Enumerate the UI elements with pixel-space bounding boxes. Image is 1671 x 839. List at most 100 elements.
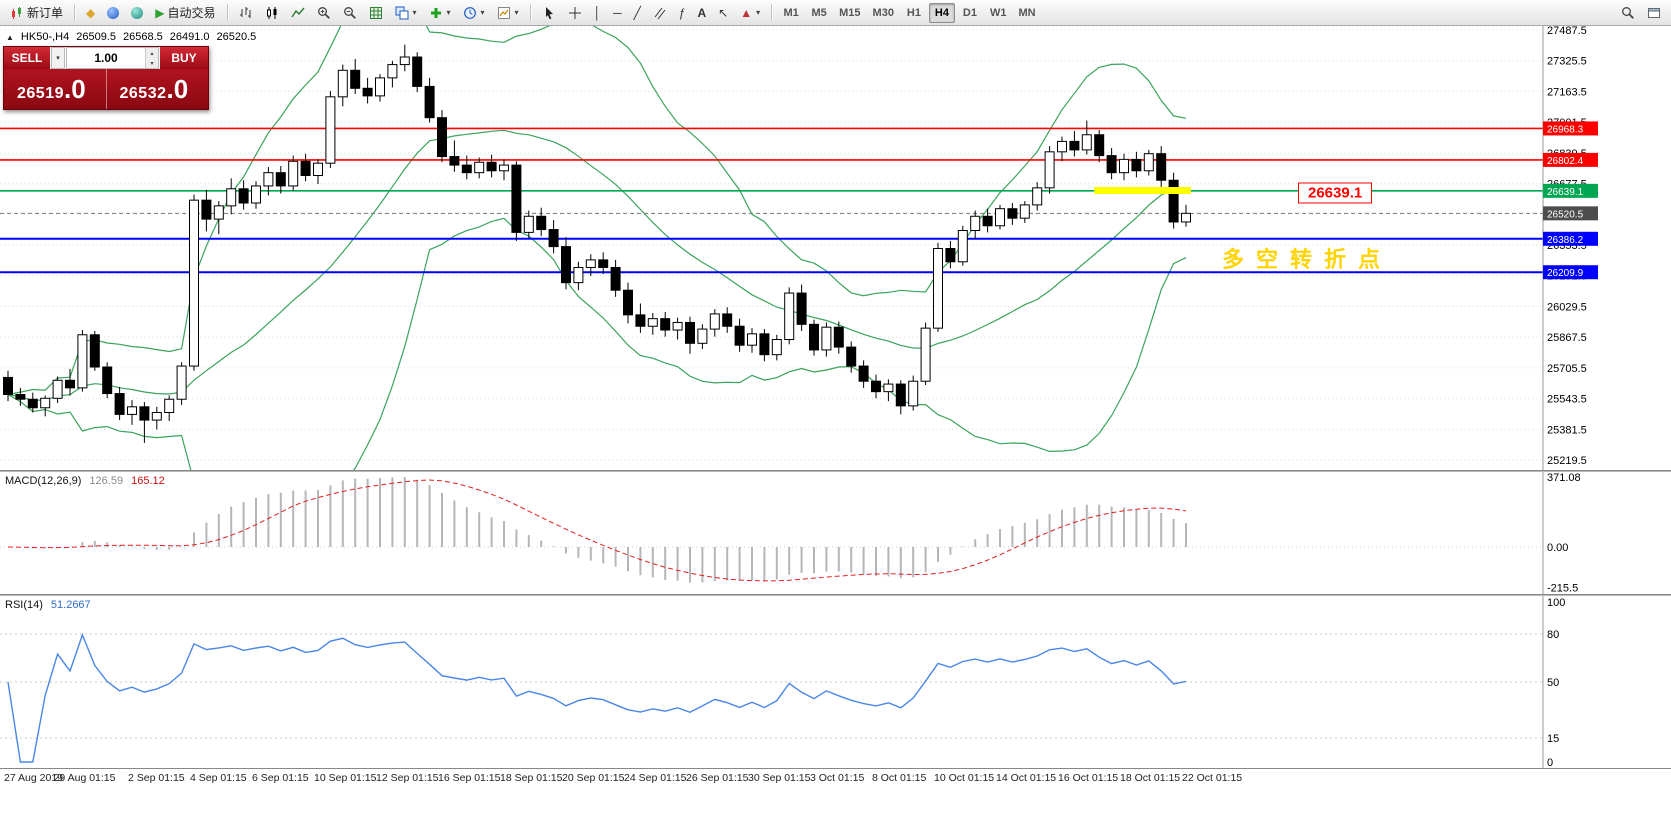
- chevron-down-icon: ▾: [412, 8, 417, 17]
- timeframe-mn-button[interactable]: MN: [1018, 6, 1036, 19]
- blue-sphere-button[interactable]: [102, 3, 124, 23]
- new-order-icon: [12, 6, 21, 19]
- one-click-trading-panel: SELL ▾ ▴ ▾ BUY 26519 .0 26532 .0: [3, 46, 209, 110]
- rsi-canvas[interactable]: 100 80 50 15 0: [0, 596, 1671, 768]
- periods-button[interactable]: ▾: [458, 3, 490, 23]
- templates-button[interactable]: ▾: [492, 3, 524, 23]
- svg-text:25867.5: 25867.5: [1547, 332, 1587, 344]
- channel-button[interactable]: [648, 3, 672, 23]
- time-axis-label: 30 Sep 01:15: [748, 772, 811, 784]
- shapes-button[interactable]: ▲ ▾: [735, 3, 765, 23]
- svg-text:27163.5: 27163.5: [1547, 86, 1587, 98]
- svg-text:26029.5: 26029.5: [1547, 301, 1587, 313]
- time-axis-label: 10 Oct 01:15: [934, 772, 995, 784]
- line-chart-button[interactable]: [286, 3, 310, 23]
- toolbar-separator: [529, 4, 531, 21]
- panel-separator[interactable]: [0, 594, 1671, 596]
- autotrading-label: 自动交易: [167, 6, 216, 20]
- indicators-button[interactable]: ▾: [424, 3, 456, 23]
- timeframe-m30-button[interactable]: M30: [872, 6, 894, 19]
- rsi-value: 51.2667: [50, 599, 91, 611]
- panel-separator[interactable]: [0, 470, 1671, 472]
- arrow-tool-icon: ↖: [718, 5, 729, 20]
- chevron-down-icon: ▾: [446, 8, 451, 17]
- horizontal-line-icon: ─: [613, 5, 622, 20]
- time-axis-label: 24 Sep 01:15: [624, 772, 687, 784]
- time-axis-label: 14 Oct 01:15: [996, 772, 1057, 784]
- horizontal-line-button[interactable]: ─: [608, 3, 627, 23]
- time-axis-label: 16 Oct 01:15: [1058, 772, 1119, 784]
- macd-canvas[interactable]: 371.08 0.00 -215.5: [0, 472, 1671, 594]
- trade-panel-collapse-icon[interactable]: ▲: [6, 32, 14, 42]
- trade-buttons-row: SELL ▾ ▴ ▾ BUY: [4, 47, 208, 69]
- svg-text:0: 0: [1547, 757, 1553, 768]
- vertical-line-button[interactable]: │: [589, 3, 607, 23]
- bar-chart-icon: [239, 6, 250, 18]
- svg-text:100: 100: [1547, 597, 1565, 609]
- crosshair-button[interactable]: [563, 3, 587, 23]
- timeframe-m1-button[interactable]: M1: [783, 6, 799, 19]
- time-axis-label: 10 Sep 01:15: [314, 772, 377, 784]
- buy-button[interactable]: BUY: [160, 47, 208, 69]
- line-chart-icon: [290, 7, 305, 17]
- window-button[interactable]: [1642, 3, 1666, 23]
- order-options-caret[interactable]: ▾: [51, 47, 65, 69]
- timeframe-m5-button[interactable]: M5: [811, 6, 827, 19]
- search-icon: [1622, 6, 1634, 19]
- text-tool-button[interactable]: A: [693, 3, 712, 23]
- fibonacci-icon: ƒ: [678, 5, 686, 20]
- sell-price-frac: .0: [64, 74, 86, 104]
- toolbar-separator: [771, 4, 773, 21]
- candlestick-chart-button[interactable]: [260, 3, 284, 23]
- zoom-in-button[interactable]: [312, 3, 336, 23]
- volume-down-icon[interactable]: ▾: [146, 58, 158, 68]
- fibonacci-button[interactable]: ƒ: [674, 3, 691, 23]
- toolbar-separator: [74, 4, 76, 21]
- cursor-button[interactable]: [537, 3, 561, 23]
- timeframe-d1-button[interactable]: D1: [962, 6, 977, 19]
- toolbar-separator: [226, 4, 228, 21]
- time-axis-label: 18 Sep 01:15: [500, 772, 563, 784]
- time-axis-label: 29 Aug 01:15: [53, 772, 116, 784]
- volume-input[interactable]: [67, 48, 145, 68]
- time-axis-label: 16 Sep 01:15: [438, 772, 501, 784]
- svg-text:26802.4: 26802.4: [1547, 156, 1584, 167]
- buy-price-frac: .0: [166, 74, 189, 104]
- timeframe-m15-button[interactable]: M15: [839, 6, 861, 19]
- arrows-tool-button[interactable]: ↖: [713, 3, 733, 23]
- turning-point-annotation[interactable]: 多空转折点: [1222, 247, 1393, 272]
- tile-windows-button[interactable]: ▾: [390, 3, 422, 23]
- volume-box: ▴ ▾: [66, 47, 159, 69]
- buy-price[interactable]: 26532 .0: [105, 69, 209, 109]
- grid-button[interactable]: [364, 3, 388, 23]
- volume-up-icon[interactable]: ▴: [146, 48, 158, 58]
- symbol-period-label: HK50-,H4: [20, 31, 70, 43]
- indicator-plus-icon: [430, 7, 441, 18]
- timeframe-h4-button[interactable]: H4: [928, 2, 955, 23]
- bar-chart-button[interactable]: [234, 3, 258, 23]
- diamond-button[interactable]: ◆: [81, 3, 100, 23]
- candlestick-chart-icon: [266, 6, 276, 19]
- zoom-out-button[interactable]: [338, 3, 362, 23]
- new-order-button[interactable]: 新订单: [5, 3, 68, 23]
- timeframe-w1-button[interactable]: W1: [989, 6, 1007, 19]
- sell-button[interactable]: SELL: [4, 47, 50, 69]
- trade-prices-row: 26519 .0 26532 .0: [4, 69, 208, 109]
- svg-text:-215.5: -215.5: [1547, 583, 1578, 594]
- chevron-down-icon: ▾: [480, 8, 485, 17]
- sell-price[interactable]: 26519 .0: [4, 69, 106, 109]
- trendline-button[interactable]: ╱: [629, 3, 646, 23]
- price-annotation-box[interactable]: 26639.1: [1298, 182, 1373, 204]
- time-axis-label: 26 Sep 01:15: [686, 772, 749, 784]
- svg-text:25219.5: 25219.5: [1547, 455, 1587, 467]
- zoom-in-icon: [317, 6, 330, 19]
- timeframe-h1-button[interactable]: H1: [906, 6, 921, 19]
- time-axis[interactable]: 27 Aug 2019 29 Aug 01:15 2 Sep 01:15 4 Sep …: [0, 768, 1671, 786]
- rsi-label: RSI(14): [5, 599, 43, 611]
- teal-sphere-button[interactable]: [126, 3, 148, 23]
- search-button[interactable]: [1616, 3, 1640, 23]
- svg-text:25543.5: 25543.5: [1547, 394, 1587, 406]
- vertical-line-icon: │: [593, 5, 602, 20]
- autotrading-button[interactable]: ▶ 自动交易: [150, 3, 220, 23]
- price-chart-canvas[interactable]: 27487.527325.527163.527001.526839.526677…: [0, 26, 1671, 470]
